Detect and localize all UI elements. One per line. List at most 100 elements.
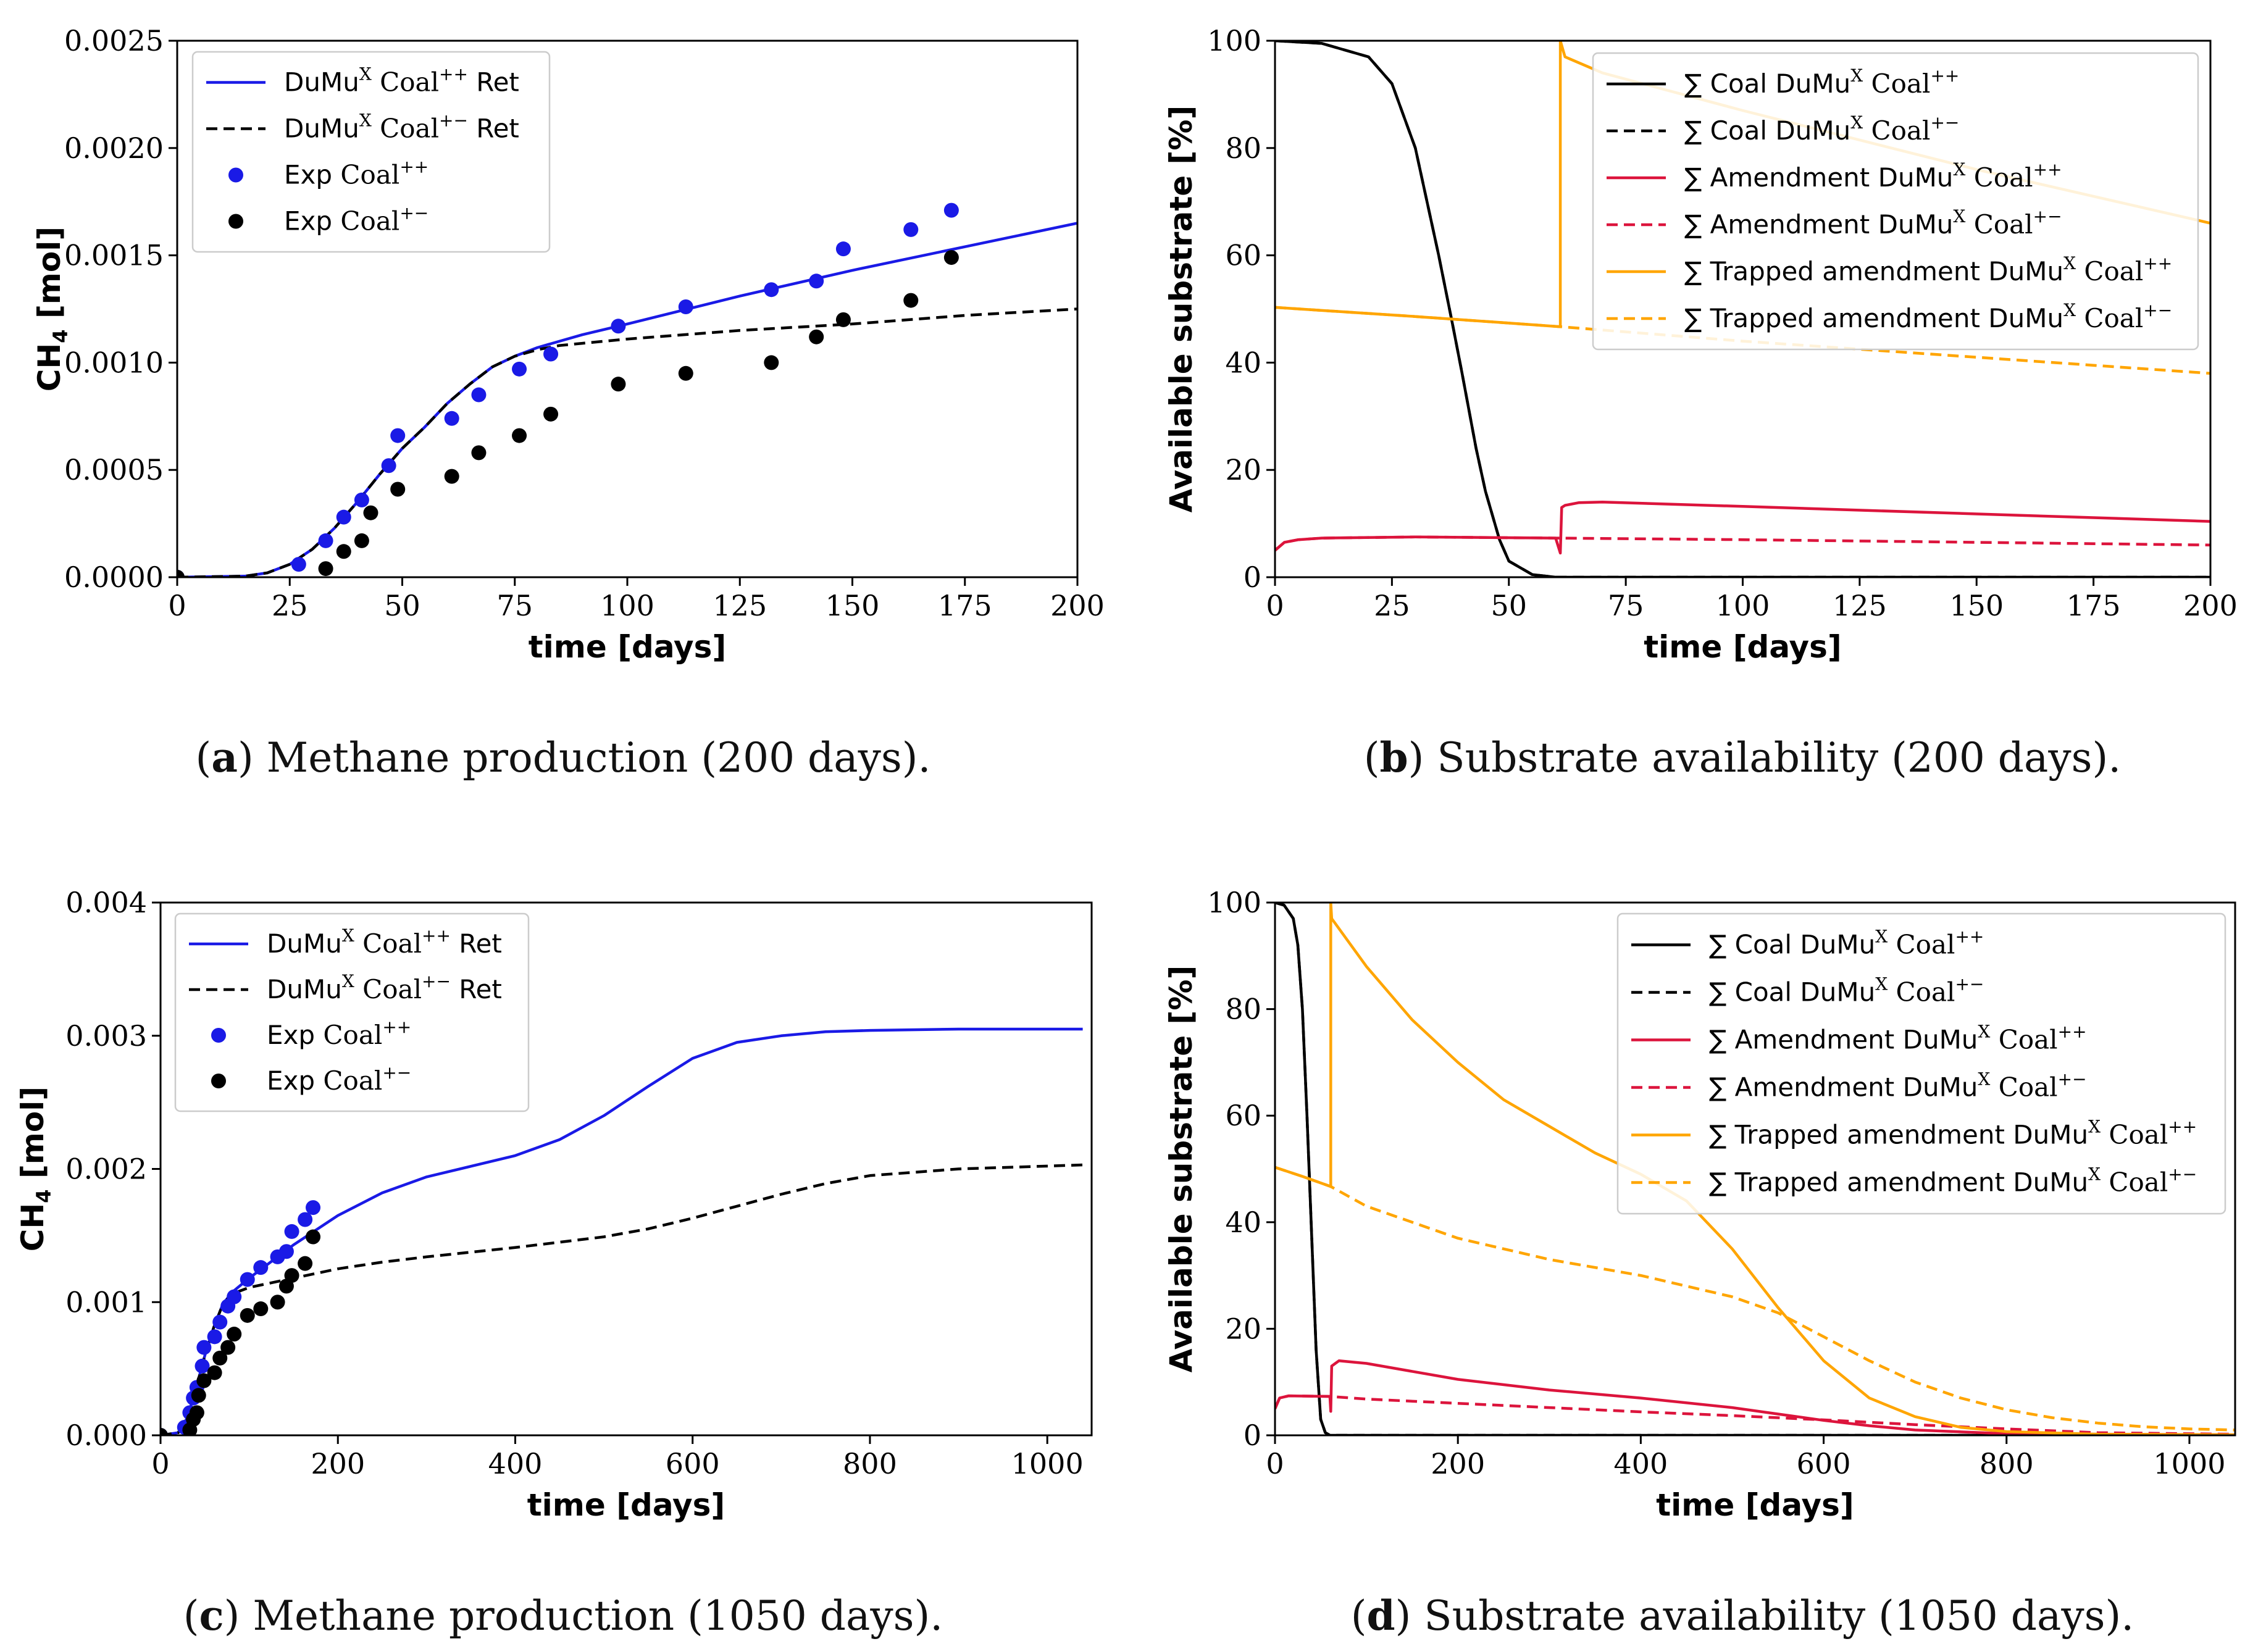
y-tick-label: 0.000	[65, 1419, 147, 1452]
legend-entry-name: DuMu	[267, 928, 342, 959]
legend-entry-sup2: +−	[2143, 300, 2172, 320]
data-point-a-2-10	[543, 346, 559, 362]
legend-entry-mid: Coal	[2101, 1167, 2168, 1198]
y-tick-label: 80	[1225, 131, 1261, 165]
legend-entry-sup2: +−	[382, 1062, 411, 1083]
legend-entry-label: ∑ Amendment DuMuX Coal+−	[1709, 1069, 2087, 1103]
caption-text: ) Methane production (1050 days).	[224, 1592, 943, 1640]
x-tick-label: 100	[600, 589, 654, 622]
caption-letter: a	[211, 733, 238, 782]
legend-entry-label: DuMuX Coal+− Ret	[267, 971, 502, 1004]
caption-text: ) Substrate availability (1050 days).	[1395, 1592, 2134, 1640]
x-axis-label: time [days]	[527, 1487, 725, 1523]
legend-marker	[211, 1028, 226, 1043]
legend-entry-sup: X	[1978, 1022, 1990, 1042]
x-tick-label: 0	[1266, 1447, 1284, 1480]
legend-entry-tail: Ret	[468, 67, 519, 98]
data-point-c-2-16	[298, 1212, 313, 1227]
legend-entry-mid: Coal	[1965, 209, 2033, 240]
x-tick-label: 75	[496, 589, 533, 622]
data-point-a-2-15	[835, 241, 851, 257]
legend-entry-mid: Coal	[2076, 303, 2143, 333]
data-point-a-3-10	[611, 377, 626, 392]
legend-entry-label: Exp Coal+−	[267, 1062, 411, 1096]
legend-entry-label: DuMuX Coal++ Ret	[284, 64, 519, 98]
x-tick-label: 400	[1613, 1447, 1668, 1480]
y-tick-label: 0.002	[65, 1153, 147, 1186]
data-point-a-3-13	[809, 329, 824, 344]
legend-entry-name: ∑ Coal DuMu	[1684, 69, 1850, 99]
legend-entry-sup: X	[1875, 927, 1888, 947]
legend-entry-sup2: ++	[2058, 1022, 2087, 1042]
legend-entry-sup2: +−	[2168, 1164, 2197, 1185]
y-tick-label: 0.001	[65, 1285, 147, 1319]
series-line-b-3	[1275, 535, 2210, 552]
x-tick-label: 175	[2067, 589, 2121, 622]
plot-area	[161, 1027, 1083, 1435]
x-axis-label: time [days]	[1644, 629, 1842, 665]
x-tick-label: 200	[311, 1447, 365, 1480]
legend-entry-name: ∑ Coal DuMu	[1709, 930, 1875, 960]
data-point-c-3-10	[240, 1308, 255, 1323]
caption-text: ) Substrate availability (200 days).	[1408, 734, 2122, 782]
caption-letter: c	[199, 1592, 224, 1640]
data-point-c-3-14	[284, 1268, 299, 1283]
panel-b: 0 25 50 75 100 125 150 175 200 0 20 40 60 80 100 time […	[1163, 24, 2238, 782]
legend-entry-name: DuMu	[267, 974, 342, 1004]
legend-entry-name: Exp	[267, 1020, 315, 1050]
legend-marker	[228, 214, 243, 229]
y-axis-label: Available substrate [%]	[1163, 106, 1199, 513]
data-point-a-2-9	[512, 361, 527, 377]
legend-entry-name: Exp	[284, 206, 332, 236]
x-tick-label: 50	[384, 589, 420, 622]
legend-entry-sup: X	[359, 64, 372, 85]
legend-entry-mid: Coal	[332, 160, 399, 190]
panel-c: 0 200 400 600 800 1000 0.000 0.001 0.002 0.003 0.0…	[15, 886, 1093, 1640]
legend-entry-name: ∑ Amendment DuMu	[1684, 162, 1953, 193]
x-tick-label: 25	[272, 589, 308, 622]
series-line-d-5	[1275, 1166, 2235, 1432]
legend-entry-mid: Coal	[332, 206, 399, 236]
data-point-c-2-7	[207, 1329, 222, 1345]
y-tick-label: 60	[1225, 239, 1261, 272]
data-point-a-3-12	[764, 355, 779, 370]
legend-entry-sup2: +−	[1930, 112, 1959, 133]
legend-entry-mid: Coal	[1863, 69, 1930, 99]
data-point-a-2-8	[471, 387, 487, 403]
x-tick-label: 600	[666, 1447, 720, 1480]
x-tick-label: 1000	[2153, 1447, 2225, 1480]
legend-entry-name: DuMu	[284, 67, 359, 98]
data-point-c-3-12	[270, 1295, 285, 1310]
data-point-a-3-15	[903, 293, 919, 308]
panel-caption: (d) Substrate availability (1050 days).	[1351, 1592, 2134, 1640]
legend-box	[174, 912, 530, 1112]
legend-entry-label: Exp Coal++	[284, 157, 429, 190]
legend-entry-label: ∑ Coal DuMuX Coal+−	[1709, 974, 1984, 1007]
legend-entry-mid: Coal	[372, 114, 439, 144]
data-point-c-2-8	[212, 1314, 228, 1330]
legend-entry-mid: Coal	[354, 928, 422, 959]
data-point-a-3-1	[318, 561, 333, 577]
data-point-c-3-4	[191, 1388, 206, 1403]
y-tick-label: 0.004	[65, 886, 147, 919]
data-point-a-2-12	[678, 299, 693, 315]
caption-open: (	[183, 1592, 199, 1640]
data-point-c-3-5	[196, 1373, 212, 1388]
y-tick-label: 0.0020	[64, 131, 164, 165]
legend-entry-label: ∑ Amendment DuMuX Coal++	[1709, 1022, 2087, 1055]
legend-entry-sup2: ++	[2168, 1117, 2197, 1137]
panel-caption: (b) Substrate availability (200 days).	[1364, 733, 2122, 782]
legend-entry-mid: Coal	[1888, 977, 1955, 1007]
legend-entry-sup: X	[342, 925, 354, 946]
legend-entry-name: ∑ Amendment DuMu	[1709, 1025, 1978, 1055]
legend-box	[191, 51, 551, 253]
legend-entry-label: DuMuX Coal++ Ret	[267, 925, 502, 959]
legend-entry-sup2: +−	[2058, 1069, 2087, 1090]
data-point-c-2-6	[196, 1340, 212, 1355]
caption-text: ) Methane production (200 days).	[238, 734, 931, 782]
caption-letter: b	[1379, 733, 1408, 782]
legend-entry-name: ∑ Trapped amendment DuMu	[1684, 256, 2063, 286]
y-tick-label: 0.0005	[64, 453, 164, 486]
legend-entry-name: ∑ Coal DuMu	[1684, 115, 1850, 146]
